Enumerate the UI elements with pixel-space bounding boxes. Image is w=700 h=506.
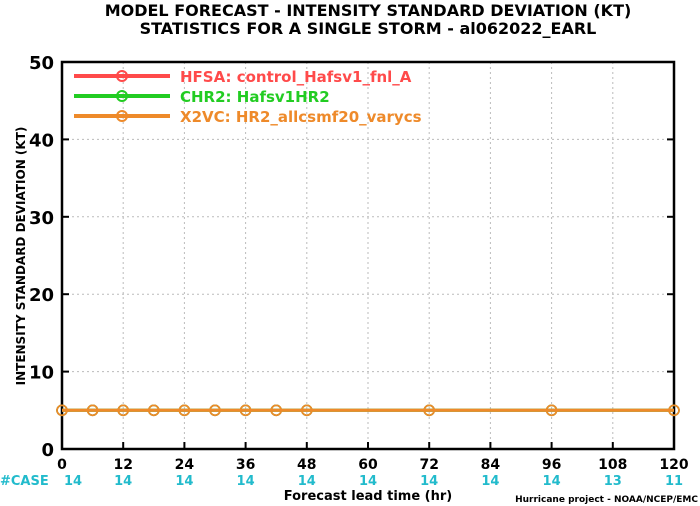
series-point [56,404,68,417]
y-tick-label: 40 [29,130,54,151]
case-count: 14 [114,474,132,489]
series-lines [56,404,680,417]
x-tick-label: 48 [297,457,316,473]
series-point [86,404,99,417]
case-counts-row: #CASE 14 14 14 14 14 14 14 14 14 13 11 [0,474,683,489]
series-point [148,404,160,417]
series-point [668,404,680,417]
case-count: 14 [298,474,316,489]
case-count: 14 [64,474,82,489]
case-count: 14 [420,474,438,489]
case-count: 11 [665,474,683,489]
x-tick-label: 0 [57,457,67,473]
chart-title-line-1: MODEL FORECAST - INTENSITY STANDARD DEVI… [105,1,632,20]
x-ticks: 0 12 24 36 48 60 72 84 96 108 120 [57,442,689,473]
y-axis-label: INTENSITY STANDARD DEVIATION (KT) [14,127,28,386]
y-tick-label: 20 [29,285,54,306]
series-point [300,404,313,417]
legend: HFSA: control_Hafsv1_fnl_A CHR2: Hafsv1HR… [74,68,422,126]
series-point [209,404,221,417]
case-count: 14 [543,474,561,489]
y-tick-label: 0 [41,440,54,461]
case-count: 14 [237,474,255,489]
x-axis-label: Forecast lead time (hr) [284,489,452,504]
y-ticks: 0 10 20 30 40 50 [29,53,674,461]
case-count: 14 [359,474,377,489]
x-tick-label: 108 [598,457,627,473]
series-point [545,404,558,417]
case-count: 14 [481,474,499,489]
legend-swatch-marker [116,70,128,82]
legend-entry-label: HFSA: control_Hafsv1_fnl_A [180,68,412,86]
series-point [178,404,191,417]
series-point [117,404,129,417]
x-tick-label: 60 [358,457,378,473]
legend-entry-label: CHR2: Hafsv1HR2 [180,88,330,106]
series-point [239,404,252,417]
legend-entry-label: X2VC: HR2_allcsmf20_varycs [180,108,422,126]
y-tick-label: 30 [29,208,54,229]
case-label: #CASE [0,474,49,489]
case-count: 14 [175,474,193,489]
y-tick-label: 10 [29,363,54,384]
x-tick-label: 12 [113,457,132,473]
case-count: 13 [604,474,622,489]
x-tick-label: 36 [236,457,255,473]
x-tick-label: 24 [175,457,195,473]
grid [62,62,674,449]
x-tick-label: 96 [542,457,561,473]
x-tick-label: 84 [481,457,501,473]
series-point [423,404,436,417]
x-tick-label: 72 [419,457,438,473]
credit-text: Hurricane project - NOAA/NCEP/EMC [515,495,698,505]
legend-swatch-marker [116,90,128,102]
chart-title-line-2: STATISTICS FOR A SINGLE STORM - al062022… [140,19,597,38]
legend-swatch-marker [116,110,128,122]
series-point [270,404,283,417]
y-tick-label: 50 [29,53,54,74]
x-tick-label: 120 [659,457,688,473]
